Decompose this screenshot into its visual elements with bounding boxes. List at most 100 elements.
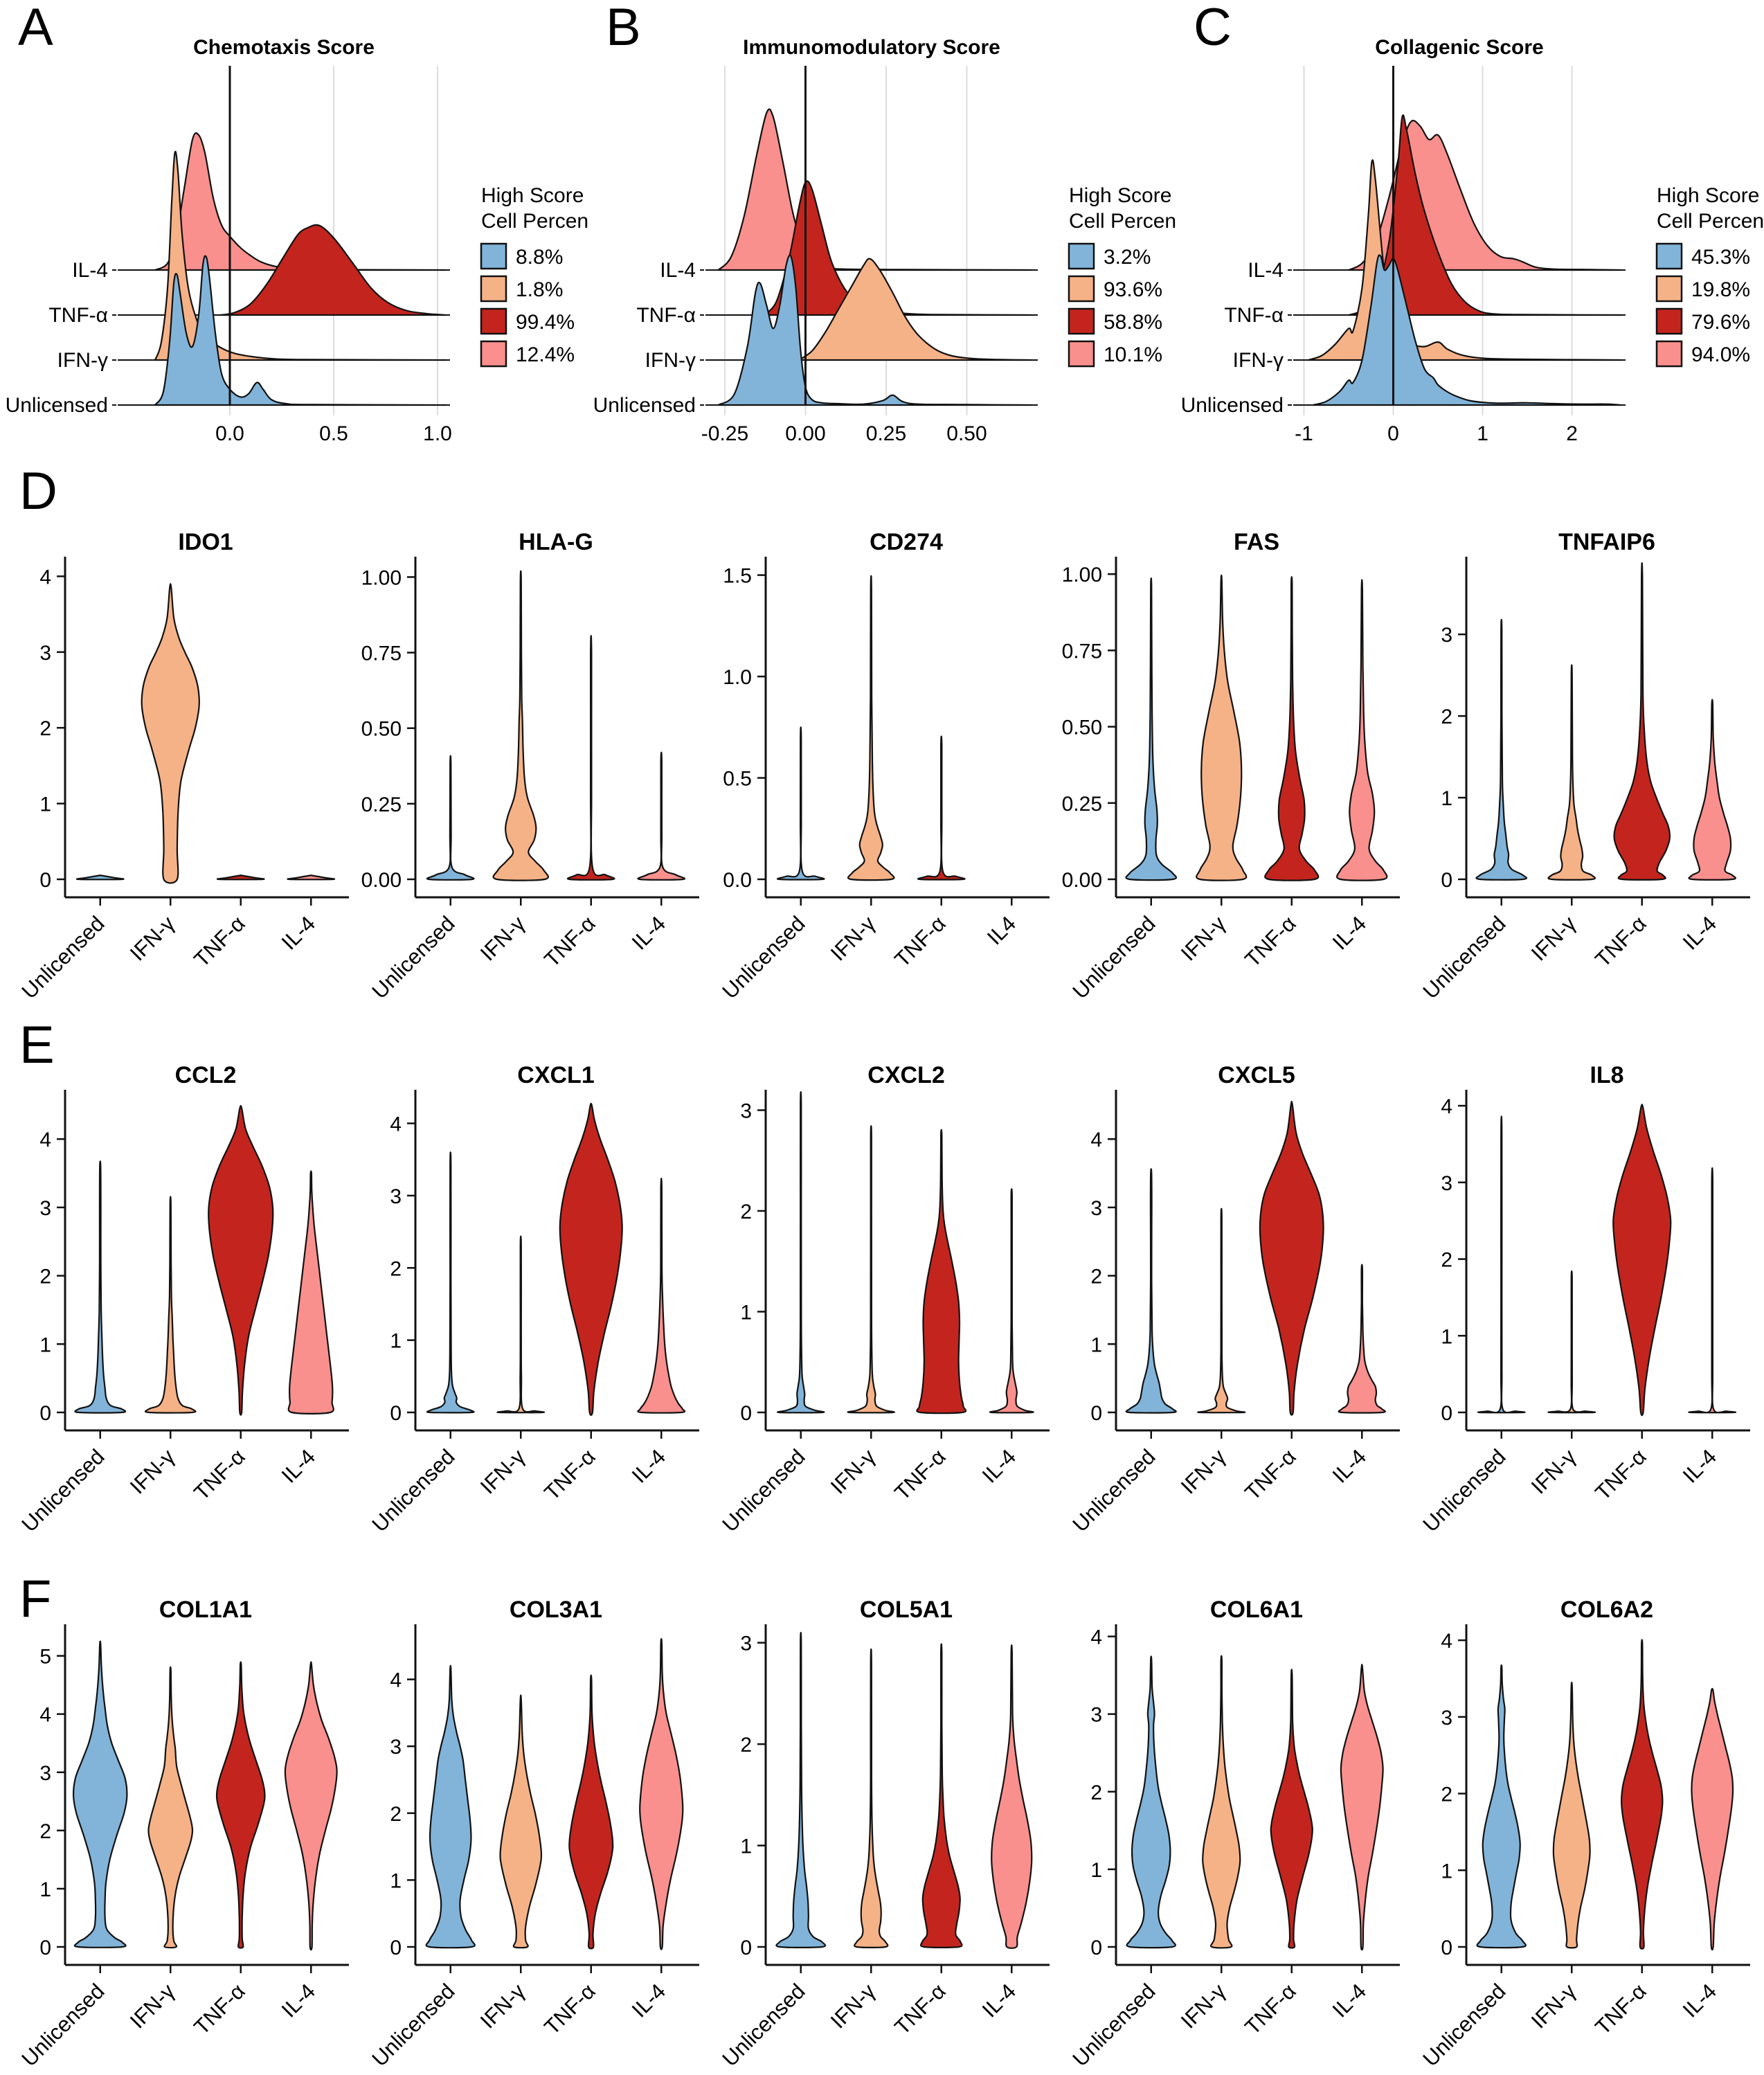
violin-shape-IFN-γ xyxy=(847,1125,895,1414)
violin-ytick: 0 xyxy=(740,1937,752,1959)
violin-shape-TNF-α xyxy=(566,635,615,881)
violin-ytick: 1.0 xyxy=(723,666,752,689)
ridge-ylabel-TNF-α: TNF-α xyxy=(1224,304,1284,327)
violin-xlabel-Unlicensed: Unlicensed xyxy=(1418,1979,1510,2071)
violin-xlabel-IFN-γ: IFN-γ xyxy=(125,1444,180,1499)
violin-xlabel-TNF-α: TNF-α xyxy=(1240,911,1300,971)
violin-ytick: 0.5 xyxy=(723,768,752,791)
legend-label: 19.8% xyxy=(1691,278,1750,301)
violin-xlabel-IFN-γ: IFN-γ xyxy=(1527,911,1581,966)
violin-TNFAIP6: TNFAIP6 0 1 2 3 Unlicensed IFN-γ TNF-α IL-4 xyxy=(1411,526,1756,1004)
violin-ytick: 0.50 xyxy=(1062,717,1102,739)
violin-COL5A1: COL5A1 0 1 2 3 Unlicensed IFN-γ TNF-α IL-4 xyxy=(710,1594,1055,2072)
ridge-xtick: -0.25 xyxy=(701,422,748,445)
violin-ytick: 2 xyxy=(1090,1781,1102,1804)
violin-grid-d: IDO1 0 1 2 3 4 Unlicensed IFN-γ TNF-α IL-4 HLA-G 0.… xyxy=(0,457,1764,1004)
violin-shape-TNF-α xyxy=(1613,562,1671,881)
violin-title-COL5A1: COL5A1 xyxy=(860,1597,953,1623)
ridge-xtick: -1 xyxy=(1295,422,1313,445)
violin-ytick: 3 xyxy=(1090,1197,1102,1220)
ridge-density-Unlicensed xyxy=(717,254,1032,406)
violin-ytick: 1 xyxy=(39,1333,51,1356)
chemotaxis-ridgeline-chart: Chemotaxis Score Unlicensed IFN-γ TNF-α IL-4… xyxy=(0,0,595,457)
violin-xlabel-IFN-γ: IFN-γ xyxy=(125,911,180,966)
violin-shape-TNF-α xyxy=(1612,1104,1672,1417)
violin-ytick: 2 xyxy=(1090,1266,1102,1288)
violin-ytick: 1 xyxy=(390,1869,402,1892)
ridge-xtick: 0.50 xyxy=(946,422,987,445)
violin-ytick: 0 xyxy=(1090,1937,1102,1959)
violin-xlabel-IL-4: IL-4 xyxy=(1328,911,1371,955)
violin-xlabel-TNF-α: TNF-α xyxy=(189,1979,249,2039)
violin-shape-Unlicensed xyxy=(426,755,475,881)
violin-title-CXCL1: CXCL1 xyxy=(517,1062,594,1088)
violin-shape-TNF-α xyxy=(559,1102,623,1416)
panel-collagenic-genes: F COL1A1 0 1 2 3 4 5 Unlicensed IFN-γ TNF-α IL-4 CO… xyxy=(0,1565,1764,2072)
violin-svg-CCL2: CCL2 0 1 2 3 4 Unlicensed IFN-γ TNF-α IL-4 xyxy=(17,1062,349,1536)
violin-ytick: 0 xyxy=(39,1937,51,1959)
violin-ytick: 3 xyxy=(1441,1707,1452,1730)
violin-svg-IDO1: IDO1 0 1 2 3 4 Unlicensed IFN-γ TNF-α IL-4 xyxy=(17,529,349,1003)
violin-ytick: 2 xyxy=(39,1820,51,1843)
legend-swatch xyxy=(1068,307,1095,335)
violin-shape-Unlicensed xyxy=(72,1640,128,1948)
violin-svg-TNFAIP6: TNFAIP6 0 1 2 3 Unlicensed IFN-γ TNF-α IL-4 xyxy=(1418,529,1750,1003)
violin-xlabel-Unlicensed: Unlicensed xyxy=(1068,1979,1160,2071)
violin-ytick: 1 xyxy=(39,1878,51,1901)
violin-svg-CD274: CD274 0.0 0.5 1.0 1.5 Unlicensed IFN-γ TNF-α IL4 xyxy=(717,529,1050,1003)
violin-ytick: 3 xyxy=(390,1185,402,1208)
violin-ytick: 3 xyxy=(740,1633,752,1655)
violin-xlabel-Unlicensed: Unlicensed xyxy=(717,911,809,1003)
violin-xlabel-TNF-α: TNF-α xyxy=(1590,1444,1650,1504)
violin-shape-IFN-γ xyxy=(847,575,895,881)
violin-svg-CXCL2: CXCL2 0 1 2 3 Unlicensed IFN-γ TNF-α IL-4 xyxy=(717,1062,1050,1536)
violin-xlabel-IL-4: IL-4 xyxy=(1678,911,1722,955)
violin-xlabel-IL-4: IL-4 xyxy=(277,1979,321,2022)
violin-shape-IFN-γ xyxy=(1547,1270,1596,1414)
legend-label: 79.6% xyxy=(1691,311,1750,334)
violin-title-COL1A1: COL1A1 xyxy=(159,1597,252,1623)
violin-ytick: 0.50 xyxy=(361,718,402,741)
ridge-density-Unlicensed xyxy=(154,255,447,406)
violin-shape-IL-4 xyxy=(991,1644,1033,1949)
legend-swatch xyxy=(1655,307,1683,335)
violin-ytick: 0 xyxy=(390,1402,402,1425)
violin-CXCL5: CXCL5 0 1 2 3 4 Unlicensed IFN-γ TNF-α IL-4 xyxy=(1061,1059,1405,1537)
violin-xlabel-TNF-α: TNF-α xyxy=(890,911,950,971)
collagenic-ridgeline-chart: Collagenic Score Unlicensed IFN-γ TNF-α IL-4… xyxy=(1176,0,1764,457)
violin-xlabel-IFN-γ: IFN-γ xyxy=(1527,1444,1581,1499)
legend-label: 3.2% xyxy=(1104,246,1151,269)
violin-grid-e: CCL2 0 1 2 3 4 Unlicensed IFN-γ TNF-α IL-4 CXCL1 0 1… xyxy=(0,1011,1764,1537)
ridge-ylabel-IFN-γ: IFN-γ xyxy=(1233,349,1284,372)
violin-ytick: 0 xyxy=(1090,1402,1102,1425)
violin-title-COL3A1: COL3A1 xyxy=(510,1597,602,1623)
violin-CXCL2: CXCL2 0 1 2 3 Unlicensed IFN-γ TNF-α IL-4 xyxy=(710,1059,1055,1537)
violin-xlabel-IL-4: IL-4 xyxy=(1328,1979,1371,2022)
violin-title-TNFAIP6: TNFAIP6 xyxy=(1558,529,1655,555)
violin-ytick: 4 xyxy=(390,1113,402,1136)
violin-ytick: 0.00 xyxy=(361,869,402,892)
violin-ytick: 1 xyxy=(1441,1860,1452,1883)
ridge-xtick: 0 xyxy=(1387,422,1399,445)
violin-shape-Unlicensed xyxy=(1475,618,1528,881)
legend-label: 99.4% xyxy=(516,311,575,334)
panel-letter-e: E xyxy=(19,1016,55,1075)
violin-xlabel-TNF-α: TNF-α xyxy=(539,1979,600,2039)
ridge-density-IL-4 xyxy=(717,108,1032,271)
violin-shape-Unlicensed xyxy=(1125,1168,1177,1414)
legend-swatch xyxy=(480,307,507,335)
violin-xlabel-IL-4: IL-4 xyxy=(978,1979,1021,2022)
violin-ytick: 1.5 xyxy=(723,565,752,588)
violin-title-CXCL2: CXCL2 xyxy=(867,1062,944,1088)
legend-label: 93.6% xyxy=(1104,278,1162,301)
violin-shape-IFN-γ xyxy=(496,1235,546,1414)
violin-xlabel-IFN-γ: IFN-γ xyxy=(1176,1444,1231,1499)
violin-xlabel-IFN-γ: IFN-γ xyxy=(826,1979,881,2033)
violin-shape-IL-4 xyxy=(1336,579,1388,881)
violin-xlabel-IFN-γ: IFN-γ xyxy=(1527,1979,1581,2033)
panel-immunomodulatory: B Immunomodulatory Score Unlicensed IFN-γ T… xyxy=(588,0,1182,457)
legend-label: 10.1% xyxy=(1104,343,1162,366)
violin-ytick: 4 xyxy=(1090,1129,1102,1151)
violin-ytick: 1.00 xyxy=(1062,564,1102,586)
violin-xlabel-Unlicensed: Unlicensed xyxy=(367,911,459,1003)
